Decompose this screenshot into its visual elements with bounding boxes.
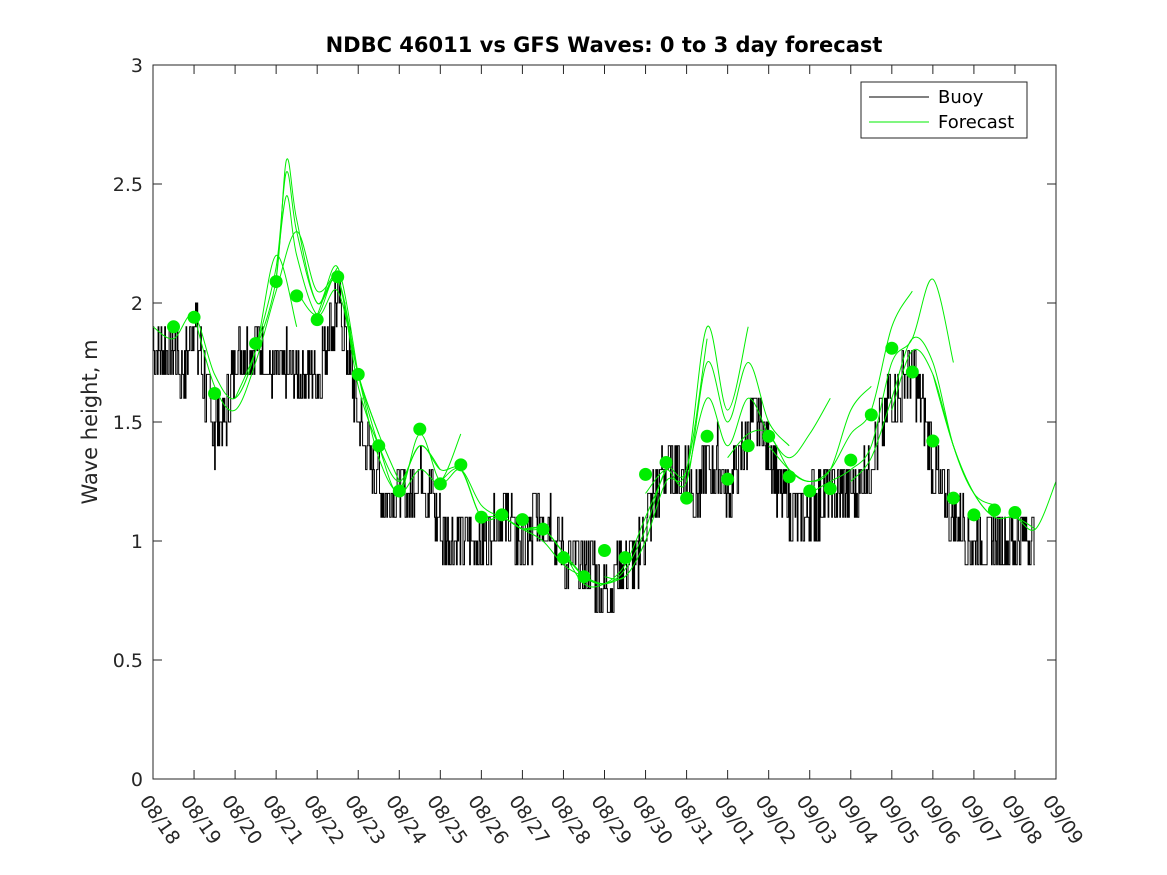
x-tick-label: 08/31: [668, 791, 717, 848]
x-tick-label: 09/02: [751, 791, 800, 848]
forecast-point: [905, 365, 919, 379]
y-tick-label: 2.5: [113, 174, 143, 196]
forecast-point: [187, 310, 201, 324]
x-tick-label: 08/24: [381, 791, 430, 848]
forecast-point: [208, 386, 222, 400]
forecast-point: [700, 429, 714, 443]
x-tick-label: 08/19: [176, 791, 225, 848]
x-tick-label: 08/20: [217, 791, 266, 848]
forecast-point: [167, 320, 181, 334]
forecast-point: [392, 484, 406, 498]
forecast-point: [290, 289, 304, 303]
forecast-run-line: [275, 195, 400, 482]
y-tick-label: 0: [131, 769, 143, 791]
axes: 00.511.522.5308/1808/1908/2008/2108/2208…: [113, 55, 1088, 849]
forecast-point: [967, 508, 981, 522]
forecast-point: [782, 470, 796, 484]
x-tick-label: 09/07: [956, 791, 1005, 848]
y-tick-label: 1: [131, 531, 143, 553]
x-tick-label: 08/21: [258, 791, 307, 848]
y-tick-label: 1.5: [113, 412, 143, 434]
y-axis-label: Wave height, m: [78, 339, 102, 504]
forecast-point: [741, 439, 755, 453]
x-tick-label: 08/25: [422, 791, 471, 848]
x-tick-label: 09/08: [997, 791, 1046, 848]
forecast-point: [1008, 505, 1022, 519]
forecast-run-line: [604, 326, 749, 580]
forecast-point: [351, 367, 365, 381]
x-tick-label: 09/06: [915, 791, 964, 848]
y-tick-label: 0.5: [113, 650, 143, 672]
forecast-run-line: [809, 278, 954, 494]
x-tick-label: 09/05: [874, 791, 923, 848]
x-tick-label: 08/22: [299, 791, 348, 848]
forecast-run-line: [316, 277, 462, 494]
x-tick-label: 08/30: [627, 791, 676, 848]
forecast-point: [536, 522, 550, 536]
legend-buoy-label: Buoy: [938, 87, 984, 108]
forecast-run-line: [686, 397, 831, 482]
x-tick-label: 09/03: [792, 791, 841, 848]
x-tick-label: 09/09: [1038, 791, 1087, 848]
forecast-point: [946, 491, 960, 505]
x-tick-label: 08/18: [135, 791, 184, 848]
forecast-run-line: [234, 158, 359, 399]
legend-box: [860, 81, 1028, 139]
forecast-point: [474, 510, 488, 524]
forecast-point: [495, 508, 509, 522]
x-tick-label: 08/26: [463, 791, 512, 848]
forecast-point: [885, 341, 899, 355]
forecast-point: [639, 467, 653, 481]
chart-title: NDBC 46011 vs GFS Waves: 0 to 3 day fore…: [326, 33, 883, 57]
x-tick-label: 09/01: [710, 791, 759, 848]
forecast-point: [454, 458, 468, 472]
x-tick-label: 08/28: [545, 791, 594, 848]
legend-forecast-label: Forecast: [938, 112, 1014, 133]
forecast-point: [310, 313, 324, 327]
x-tick-label: 08/23: [340, 791, 389, 848]
buoy-series-line: [153, 278, 1035, 613]
forecast-point: [598, 544, 611, 558]
forecast-point: [556, 551, 570, 565]
x-tick-label: 08/27: [504, 791, 553, 848]
plot-area: [152, 158, 1057, 613]
forecast-point: [433, 477, 447, 491]
forecast-point: [803, 484, 817, 498]
forecast-point: [659, 455, 673, 469]
forecast-run-line: [727, 385, 872, 483]
forecast-point: [864, 408, 878, 422]
y-tick-label: 3: [131, 55, 143, 77]
forecast-run-line: [932, 374, 1057, 531]
forecast-point: [269, 275, 283, 289]
forecast-point: [372, 439, 386, 453]
forecast-run-line: [645, 361, 790, 494]
forecast-point: [515, 513, 529, 527]
forecast-point: [577, 570, 591, 584]
forecast-point: [680, 491, 694, 505]
forecast-point: [926, 434, 940, 448]
legend: Buoy Forecast: [860, 81, 1028, 139]
forecast-point: [331, 270, 345, 284]
forecast-point: [823, 482, 837, 496]
forecast-point: [249, 336, 263, 350]
forecast-point: [762, 429, 776, 443]
forecast-point: [721, 472, 735, 486]
x-tick-label: 09/04: [833, 791, 882, 848]
forecast-point: [618, 551, 632, 565]
forecast-point: [844, 453, 858, 467]
forecast-run-line: [152, 254, 298, 400]
y-tick-label: 2: [131, 293, 143, 315]
forecast-point: [987, 503, 1001, 517]
x-tick-label: 08/29: [586, 791, 635, 848]
forecast-point: [413, 422, 427, 436]
